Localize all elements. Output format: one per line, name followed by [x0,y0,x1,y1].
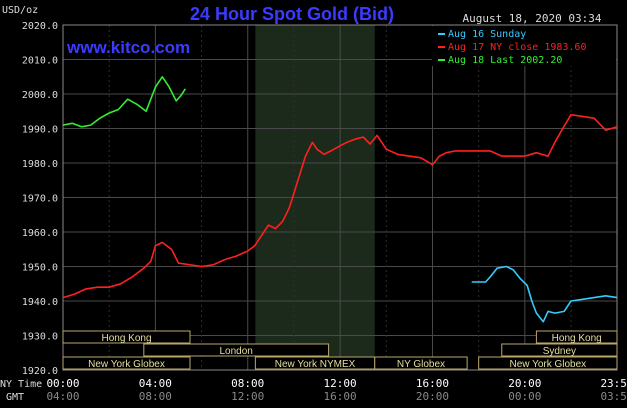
y-tick-label: 1940.0 [22,297,58,308]
y-axis-unit-label: USD/oz [2,5,38,16]
x-tick-label-ny: 00:00 [46,377,79,390]
session-label: New York Globex [509,359,586,370]
price-line-aug-18-last-2002-20 [62,76,187,128]
session-bar-box [535,330,618,344]
x-tick-label-ny: 04:00 [139,377,172,390]
session-label: New York NYMEX [275,359,356,370]
session-label: NY Globex [397,359,445,370]
session-bar-box [62,330,191,344]
session-label: Hong Kong [552,333,602,344]
y-tick-label: 1930.0 [22,332,58,343]
session-bar-box [374,356,468,370]
x-tick-label-ny: 08:00 [231,377,264,390]
session-bar-box [501,343,618,357]
session-bar-box [478,356,618,370]
session-bar-box [62,356,191,370]
session-label: New York Globex [88,359,165,370]
y-tick-label: 1980.0 [22,159,58,170]
session-bar: Hong Kong [62,330,191,344]
legend-box [432,26,616,66]
legend-entry: Aug 17 NY close 1983.60 [448,42,586,53]
y-tick-label: 1990.0 [22,125,58,136]
x-tick-label-ny: 12:00 [324,377,357,390]
chart-legend: Aug 16 Sunday Aug 17 NY close 1983.60 Aug … [432,26,616,66]
x-tick-label-gmt: 12:00 [231,390,264,403]
legend-entry: Aug 18 Last 2002.20 [448,55,562,66]
x-tick-label-ny: 20:00 [508,377,541,390]
price-line-aug-16-sunday [471,265,618,323]
legend-entry: Aug 16 Sunday [448,29,526,40]
session-bar: New York Globex [478,356,618,370]
y-tick-label: 2020.0 [22,21,58,32]
session-bar: Sydney [501,343,618,357]
session-bar: New York Globex [62,356,191,370]
y-tick-label: 1960.0 [22,228,58,239]
y-tick-label: 1920.0 [22,366,58,377]
price-line-aug-17-ny-close-1983-60 [62,113,618,299]
x-tick-label-gmt: 03:59 [600,390,627,403]
chart-date-time: August 18, 2020 03:34 [462,12,601,25]
session-bar: New York NYMEX [254,356,376,370]
x-tick-label-gmt: 08:00 [139,390,172,403]
x-tick-label-ny: 23:59 [600,377,627,390]
x-tick-label-gmt: 00:00 [508,390,541,403]
x-tick-label-gmt: 16:00 [324,390,357,403]
session-label: Hong Kong [101,333,151,344]
site-watermark: www.kitco.com [66,38,190,57]
y-tick-label: 2010.0 [22,56,58,67]
x-tick-label-gmt: 20:00 [416,390,449,403]
gmt-row-label: GMT [6,392,24,403]
y-tick-label: 1970.0 [22,194,58,205]
session-label: Sydney [543,346,576,357]
x-tick-label-ny: 16:00 [416,377,449,390]
plot-frame [62,24,618,371]
session-bar-box [143,343,330,357]
chart-title: 24 Hour Spot Gold (Bid) [190,4,394,24]
ny-time-row-label: NY Time [0,379,42,390]
y-tick-label: 1950.0 [22,263,58,274]
y-tick-label: 2000.0 [22,90,58,101]
session-label: London [220,346,253,357]
session-bar: Hong Kong [535,330,618,344]
x-tick-label-gmt: 04:00 [46,390,79,403]
session-bar: NY Globex [374,356,468,370]
session-bar: London [143,343,330,357]
